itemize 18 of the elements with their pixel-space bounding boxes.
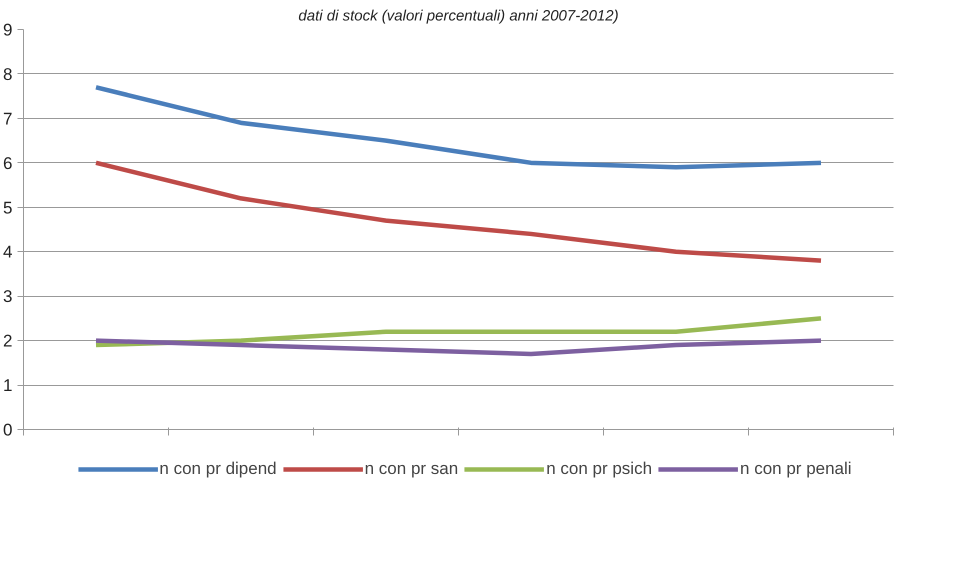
chart-title: dati di stock (valori percentuali) anni 2007-2012) — [298, 8, 619, 24]
y-tick-label: 5 — [3, 198, 13, 218]
y-tick-label: 3 — [3, 287, 13, 306]
y-tick-label: 8 — [3, 64, 13, 84]
legend-label: n con pr psich — [546, 459, 652, 479]
y-tick-label: 7 — [3, 109, 13, 128]
y-tick-label: 6 — [3, 154, 13, 173]
legend-label: n con pr san — [364, 459, 458, 479]
y-tick-label: 4 — [3, 242, 13, 262]
legend-label: n con pr penali — [740, 459, 852, 479]
y-tick-label: 2 — [3, 332, 13, 351]
y-tick-label: 9 — [3, 20, 13, 40]
line-series — [94, 160, 824, 263]
legend-label: n con pr dipend — [159, 459, 277, 479]
line-series — [94, 85, 824, 170]
y-tick-label: 0 — [3, 420, 13, 440]
y-tick-label: 1 — [3, 376, 13, 396]
line-series — [94, 338, 824, 356]
